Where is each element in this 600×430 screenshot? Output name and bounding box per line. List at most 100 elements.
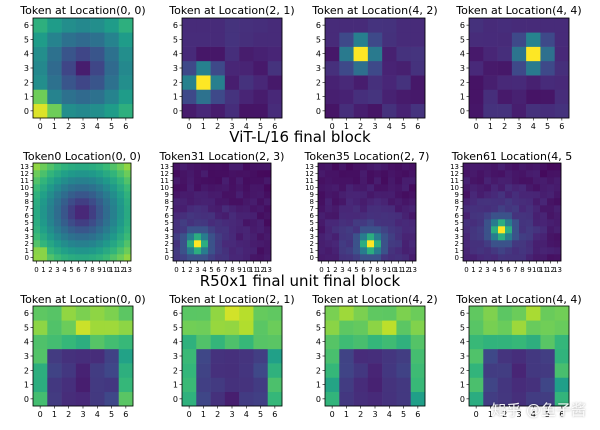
heatmap-cell [208,254,216,262]
heatmap-cell [201,177,209,185]
heatmap-cell [381,226,389,234]
heatmap-cell [470,198,478,206]
heatmap-cell [196,103,211,119]
heatmap-cell [554,32,570,47]
heatmap-cell [47,233,55,241]
heatmap-cell [75,60,91,76]
heatmap-cell [477,198,485,206]
heatmap-cell [339,391,354,407]
x-tick-label: 3 [229,410,234,419]
heatmap-cell [257,212,265,220]
heatmap-cell [90,75,105,90]
y-tick-label: 8 [455,198,459,206]
heatmap-cell [239,363,254,378]
heatmap-cell [243,198,251,206]
heatmap-cell [224,377,240,393]
x-tick-label: 9 [382,266,386,274]
heatmap-cell [395,219,403,227]
heatmap-cell [339,363,354,378]
heatmap-cell [47,60,62,76]
heatmap-cell [505,219,513,227]
heatmap-cell [367,363,383,378]
heatmap-cell [187,226,195,234]
heatmap-cell [353,254,361,262]
heatmap-cell [367,205,375,213]
heatmap-cell [222,205,230,213]
heatmap-cell [388,233,396,241]
heatmap-cell [519,163,527,171]
heatmap-cell [104,377,120,393]
x-tick-label: 13 [408,266,417,274]
heatmap-cell [222,184,230,192]
heatmap-cell [180,247,188,255]
heatmap-cell [360,163,368,171]
heatmap-cell [346,198,354,206]
x-tick-label: 4 [531,410,536,419]
heatmap-cell [257,254,265,262]
heatmap-cell [382,348,397,364]
y-tick-label: 5 [24,35,29,44]
heatmap-cell [547,177,555,185]
heatmap-cell [33,212,41,220]
heatmap-cell [554,254,562,262]
panel-title: Token at Location(4, 4) [455,4,581,17]
heatmap-cell [33,240,41,248]
x-tick-label: 3 [80,122,85,131]
heatmap-cell [367,46,383,62]
heatmap-cell [325,240,333,248]
heatmap-cell [257,226,265,234]
heatmap-cell [491,212,499,220]
heatmap-cell [47,334,62,350]
heatmap-cell [267,60,283,76]
y-tick-label: 2 [25,240,29,248]
heatmap-cell [33,226,41,234]
y-tick-label: 2 [165,240,169,248]
heatmap-cell [96,163,104,171]
x-tick-label: 6 [415,410,420,419]
heatmap-cell [215,233,223,241]
heatmap-cell [40,226,48,234]
heatmap-cell [483,334,498,350]
x-tick-label: 2 [66,122,71,131]
y-tick-label: 0 [316,395,321,404]
heatmap-cell [547,212,555,220]
heatmap-cell [325,163,333,171]
heatmap-cell [182,306,197,321]
heatmap-cell [208,240,216,248]
heatmap-cell [68,198,76,206]
x-tick-label: 3 [485,266,489,274]
x-tick-label: 12 [116,266,125,274]
heatmap-cell [367,32,383,47]
x-tick-label: 4 [244,410,249,419]
heatmap-cell [483,103,498,119]
heatmap-cell [210,320,226,335]
heatmap-cell [236,247,244,255]
heatmap-cell [239,348,254,364]
heatmap-cell [512,233,520,241]
heatmap-cell [61,391,77,407]
heatmap-cell [395,163,403,171]
heatmap-cell [264,177,272,185]
heatmap-cell [353,240,361,248]
heatmap-cell [75,18,91,33]
heatmap-cell [381,212,389,220]
y-tick-label: 7 [310,205,314,213]
heatmap-cell [477,191,485,199]
heatmap-cell [491,247,499,255]
x-tick-label: 3 [55,266,59,274]
x-tick-label: 3 [340,266,344,274]
heatmap-cell [243,184,251,192]
y-tick-label: 13 [20,163,29,171]
heatmap-cell [236,233,244,241]
heatmap-cell [526,212,534,220]
heatmap-cell [253,18,269,33]
y-tick-label: 1 [173,93,178,102]
heatmap-cell [469,46,484,62]
heatmap-cell [469,363,484,378]
heatmap-cell [124,177,132,185]
x-tick-label: 5 [545,122,550,131]
heatmap-cell [511,320,527,335]
heatmap-cell [402,219,410,227]
heatmap-cell [236,184,244,192]
heatmap-cell [75,191,83,199]
